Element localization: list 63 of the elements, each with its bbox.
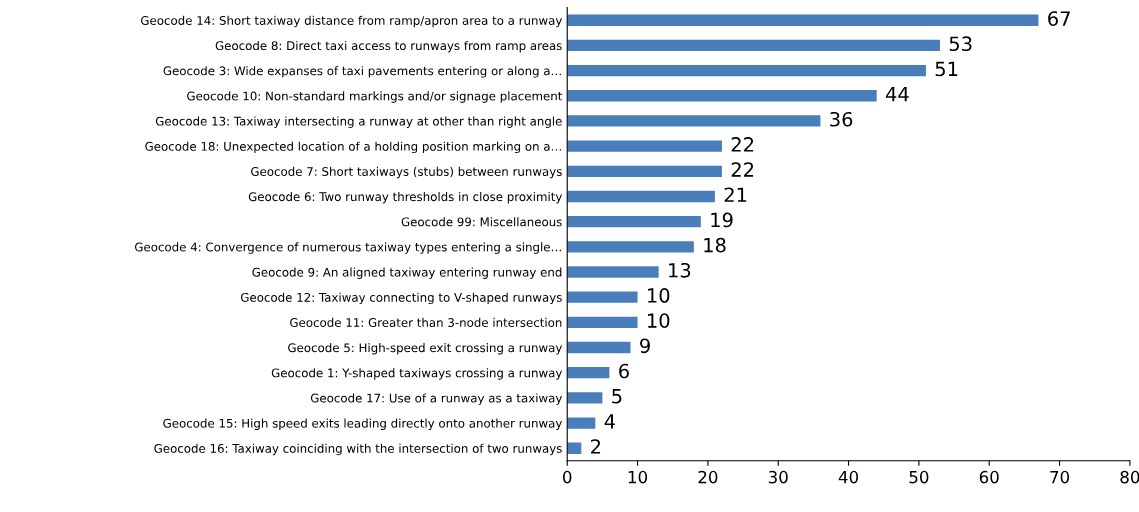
x-tick-label: 40 — [838, 470, 859, 484]
bar — [567, 39, 940, 52]
y-tick-label: Geocode 6: Two runway thresholds in close proximity — [248, 191, 563, 204]
data-label: 53 — [949, 36, 972, 52]
y-tick-label: Geocode 4: Convergence of numerous taxiway types entering a single… — [135, 242, 561, 254]
bar — [567, 14, 1039, 26]
bar — [567, 341, 631, 354]
y-tick-label: Geocode 8: Direct taxi access to runways from ramp areas — [215, 40, 562, 53]
bar — [567, 115, 821, 127]
y-tick-label: Geocode 13: Taxiway intersecting a runway at other than right angle — [155, 116, 562, 128]
bar — [567, 140, 722, 152]
x-tick-label: 30 — [768, 470, 788, 484]
y-tick-label: Geocode 16: Taxiway coinciding with the intersection of two runways — [154, 443, 562, 456]
y-tick-label: Geocode 14: Short taxiway distance from ramp/apron area to a runway — [141, 15, 563, 28]
data-label: 4 — [604, 414, 615, 429]
data-label: 10 — [648, 313, 670, 328]
data-label: 6 — [619, 363, 629, 379]
bar — [567, 367, 610, 379]
x-tick-label: 0 — [563, 470, 572, 484]
y-tick-label: Geocode 18: Unexpected location of a holding position marking on a… — [145, 141, 561, 154]
data-label: 13 — [669, 262, 691, 278]
bar — [567, 241, 694, 253]
y-tick-label: Geocode 5: High-speed exit crossing a runway — [288, 343, 563, 355]
x-tick-label: 80 — [1120, 470, 1139, 484]
data-label: 22 — [731, 162, 754, 177]
data-label: 67 — [1048, 11, 1070, 26]
data-label: 44 — [885, 86, 909, 102]
x-tick-label: 20 — [698, 470, 718, 484]
data-label: 51 — [935, 61, 958, 77]
x-tick-label: 10 — [628, 470, 648, 484]
bar — [567, 392, 603, 404]
y-tick-label: Geocode 15: High speed exits leading directly onto another runway — [163, 418, 562, 430]
y-tick-label: Geocode 99: Miscellaneous — [401, 217, 562, 227]
bar — [567, 215, 701, 228]
x-tick-label: 50 — [909, 470, 929, 484]
y-tick-label: Geocode 11: Greater than 3-node intersection — [290, 317, 562, 327]
data-label: 19 — [711, 212, 733, 228]
bar — [567, 316, 638, 329]
bar — [567, 291, 638, 303]
y-tick-label: Geocode 10: Non-standard markings and/or signage placement — [187, 91, 563, 103]
data-label: 2 — [591, 439, 601, 454]
bar — [567, 165, 722, 177]
data-label: 5 — [612, 389, 622, 404]
data-label: 22 — [731, 137, 754, 152]
bar — [567, 64, 926, 77]
data-label: 36 — [830, 111, 853, 127]
bar — [567, 417, 596, 429]
data-label: 21 — [724, 187, 747, 202]
y-tick-label: Geocode 17: Use of a runway as a taxiway — [310, 393, 563, 405]
y-tick-label: Geocode 9: An aligned taxiway entering runway end — [252, 267, 562, 279]
bar — [567, 90, 877, 102]
x-tick-label: 70 — [1050, 470, 1070, 484]
bar — [567, 266, 659, 278]
bar — [567, 442, 582, 454]
x-tick-label: 60 — [979, 470, 999, 484]
y-tick-label: Geocode 7: Short taxiways (stubs) between runways — [251, 166, 562, 179]
y-tick-label: Geocode 1: Y-shaped taxiways crossing a runway — [271, 368, 563, 380]
y-tick-label: Geocode 3: Wide expanses of taxi pavements entering or along a… — [163, 66, 561, 78]
data-label: 10 — [648, 288, 670, 303]
y-tick-label: Geocode 12: Taxiway connecting to V-shaped runways — [240, 292, 562, 305]
data-label: 18 — [704, 237, 726, 253]
data-label: 9 — [640, 338, 650, 354]
bar — [567, 190, 715, 203]
